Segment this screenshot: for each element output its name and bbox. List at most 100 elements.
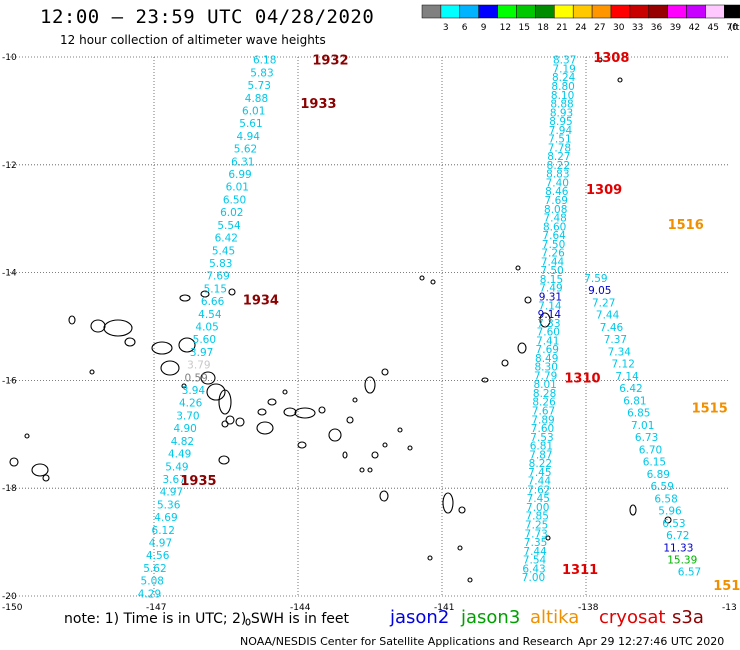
wave-height-value: 4.94 [237,131,261,143]
wave-height-value: 7.12 [612,359,635,371]
wave-height-value: 8.95 [549,116,572,128]
lat-tick-label: -14 [2,269,17,279]
island-outline [160,360,180,376]
colorbar-label: 33 [632,23,643,33]
lat-lon-grid [10,56,730,597]
wave-height-value: 4.56 [146,550,170,562]
wave-height-value: 11.33 [663,542,693,554]
wave-height-value: 4.49 [168,449,191,461]
wave-height-value: 5.36 [157,499,181,511]
lat-tick-label: -12 [2,161,17,171]
wave-height-value: 5.45 [212,245,235,257]
pass-time-label: 1310 [564,372,600,387]
wave-height-value: 7.85 [526,511,549,523]
island-outline [225,415,235,425]
wave-height-value: 7.54 [523,555,547,567]
wave-height-value: 4.54 [198,309,222,321]
island-outlines [9,57,672,626]
colorbar-label: 30 [613,23,625,33]
island-outline [407,445,413,451]
legend-jason2: jason2 [390,607,450,628]
lat-tick-label: -10 [2,53,17,63]
island-outline [228,288,236,296]
island-outline [481,377,489,383]
lon-tick-label: -144 [290,603,311,613]
wave-height-value: 6.73 [635,432,658,444]
wave-height-value: 8.08 [544,204,567,216]
wave-height-value: 7.94 [549,125,573,137]
wave-height-value: 8.26 [532,397,556,409]
island-outline [328,428,342,442]
wave-height-value: 6.01 [242,106,265,118]
wave-height-value: 7.27 [592,297,615,309]
wave-height-value: 7.00 [526,502,549,514]
wave-height-value: 6.12 [152,525,175,537]
wave-height-value: 7.45 [528,467,551,479]
colorbar-label: 9 [481,23,487,33]
wave-height-value: 5.96 [658,506,682,518]
wave-height-value: 7.00 [522,572,545,584]
island-outline [352,397,358,403]
wave-height-value: 7.87 [529,449,552,461]
colorbar-swatch [516,4,536,19]
pass-time-label: 1309 [586,183,622,198]
island-outline [200,290,210,298]
wave-height-value: 7.73 [524,528,547,540]
colorbar-swatch [705,4,725,19]
legend-jason3: jason3 [461,607,521,628]
wave-height-value: 7.60 [537,327,560,339]
wave-height-value: 4.88 [245,93,268,105]
island-outline [9,457,19,467]
wave-height-value: 7.79 [534,370,557,382]
island-outline [367,467,373,473]
altimeter-tracks: 6.185.835.734.886.015.614.945.626.316.99… [138,55,701,601]
wave-height-value: 4.97 [160,487,183,499]
island-outline [221,420,229,428]
pass-time-label: 1515 [692,401,728,416]
island-outline [297,441,307,449]
wave-height-value: 4.26 [179,398,203,410]
generation-timestamp: Apr 29 12:27:46 UTC 2020 [578,635,725,648]
wave-height-value: 7.69 [536,344,559,356]
wave-height-value: 6.72 [666,530,689,542]
wave-height-value: 6.18 [253,55,276,67]
pass-time-label: 1934 [243,294,279,309]
wave-height-value: 8.46 [545,186,569,198]
island-outline [124,337,136,347]
wave-height-value: 7.69 [206,271,229,283]
wave-height-value: 7.60 [531,423,554,435]
wave-height-value: 5.62 [234,144,257,156]
wave-height-value: 7.50 [540,265,563,277]
wave-height-value: 6.66 [201,296,225,308]
pass-time-label: 1311 [562,563,598,578]
colorbar-label: 18 [537,23,549,33]
island-outline [90,319,106,333]
wave-height-value: 7.19 [552,63,575,75]
island-outline [501,359,509,367]
wave-height-value: 6.02 [220,207,243,219]
wave-height-value: 5.60 [193,334,216,346]
island-outline [24,433,30,439]
wave-height-value: 7.44 [528,476,552,488]
colorbar-swatch [478,4,498,19]
wave-height-value: 7.78 [548,142,571,154]
island-outline [68,315,76,325]
wave-height-value: 7.89 [531,414,554,426]
wave-height-value: 6.42 [619,383,642,395]
colorbar-swatch [535,4,555,19]
wave-height-value: 7.49 [539,283,562,295]
wave-height-value: 7.64 [542,230,566,242]
colorbar-label: 15 [519,23,530,33]
wave-height-value: 6.81 [530,441,553,453]
island-outline [359,467,365,473]
wave-height-value: 8.60 [543,221,566,233]
island-outline [597,57,603,63]
lat-tick-label: -20 [2,592,17,602]
lon-tick-label: -13 [722,603,737,613]
wave-height-value: 15.39 [667,555,697,567]
wave-height-value: 7.67 [532,406,555,418]
legend-s3a: s3a [672,607,704,628]
map-subtitle: 12 hour collection of altimeter wave hei… [60,33,326,47]
wave-height-value: 6.15 [643,457,666,469]
